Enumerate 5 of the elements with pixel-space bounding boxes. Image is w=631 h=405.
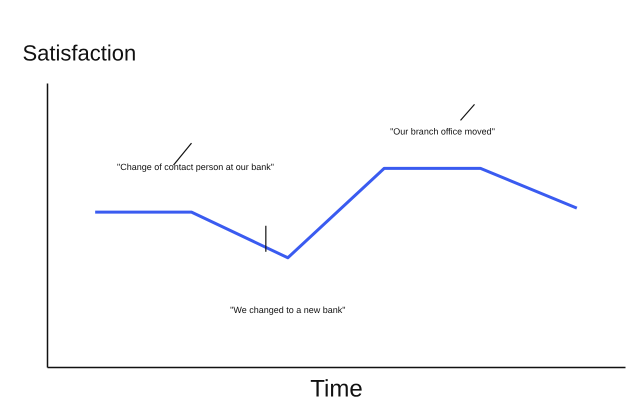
y-axis-title: Satisfaction <box>22 40 136 66</box>
annotation: "We changed to a new bank" <box>230 304 346 315</box>
text: "Our branch office moved" <box>390 126 495 136</box>
x-axis-title: Time <box>310 376 363 402</box>
annotation: "Change of contact person at our bank" <box>117 162 274 172</box>
